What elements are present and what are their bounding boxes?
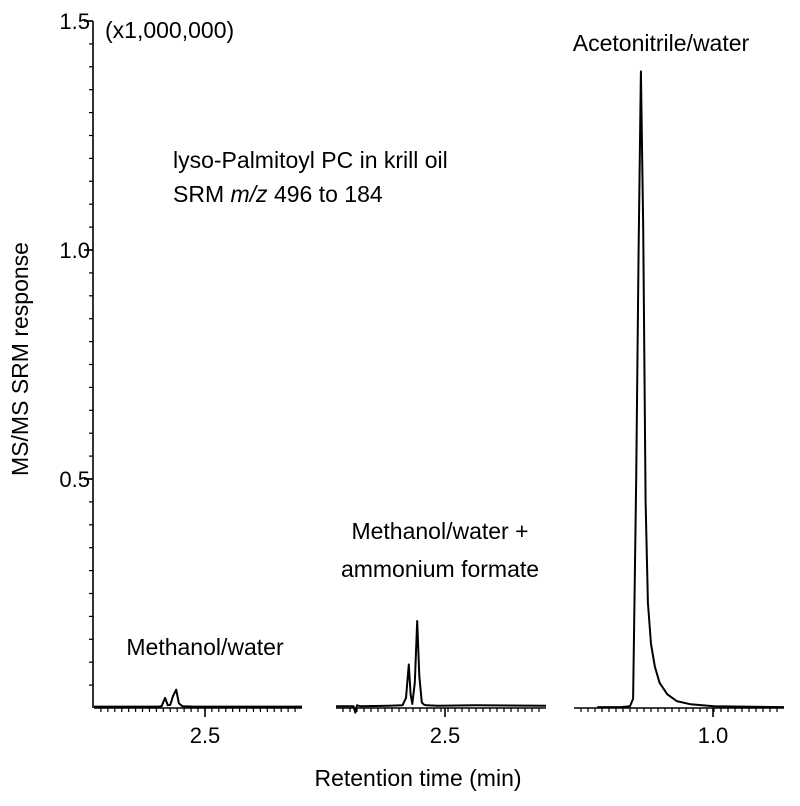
x-tick-label: 1.0	[698, 723, 729, 748]
x-tick-label: 2.5	[430, 723, 461, 748]
panel-label: Acetonitrile/water	[573, 30, 750, 56]
y-multiplier-label: (x1,000,000)	[105, 17, 234, 43]
annotation-line-2: SRM m/z 496 to 184	[173, 181, 383, 207]
x-axes: 2.5 2.5 1.0	[94, 707, 784, 748]
panel-label: ammonium formate	[341, 556, 539, 582]
annotation-mz-italic: m/z	[231, 181, 269, 207]
series-line	[336, 620, 547, 714]
panel-label: Methanol/water +	[351, 518, 528, 544]
y-tick-label: 1.0	[59, 238, 90, 263]
x-tick-label: 2.5	[190, 723, 221, 748]
annotation-srm-prefix: SRM	[173, 181, 231, 207]
panel-label: Methanol/water	[126, 634, 284, 660]
annotation-transition: 496 to 184	[268, 181, 383, 207]
y-axis: 0.5 1.0 1.5	[59, 9, 94, 708]
y-axis-title: MS/MS SRM response	[7, 242, 33, 476]
y-tick-label: 1.5	[59, 9, 90, 34]
labels: (x1,000,000) lyso-Palmitoyl PC in krill …	[7, 17, 750, 791]
annotation-line-1: lyso-Palmitoyl PC in krill oil	[173, 147, 448, 173]
x-axis-title: Retention time (min)	[314, 765, 521, 791]
series-line	[597, 70, 785, 709]
series-line	[94, 688, 302, 708]
traces	[94, 70, 785, 714]
y-tick-label: 0.5	[59, 467, 90, 492]
